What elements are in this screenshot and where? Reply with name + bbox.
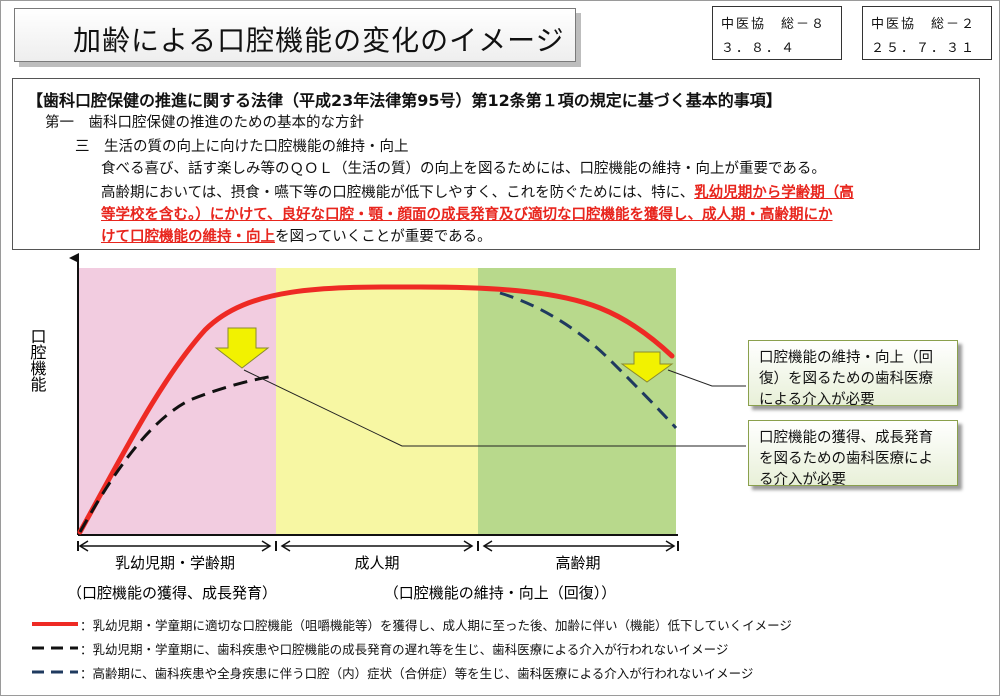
decline-arrow-elderly	[620, 351, 674, 383]
sub-label-acquisition: （口腔機能の獲得、成長発育）	[67, 584, 277, 602]
document-code-1-line2: ３．８．４	[721, 41, 797, 56]
law-paragraph-2-line-3: けて口腔機能の維持・向上を図っていくことが重要である。	[101, 225, 492, 246]
note-maintenance-intervention: 口腔機能の維持・向上（回復）を図るための歯科医療による介入が必要	[748, 340, 958, 408]
zone-elderly	[478, 268, 676, 535]
curve-childhood-no-intervention	[78, 374, 275, 533]
period-label-elderly: 高齢期	[555, 554, 600, 572]
law-item-1: 第一 歯科口腔保健の推進のための基本的な方針	[45, 115, 364, 131]
law-item-2: 三 生活の質の向上に向けた口腔機能の維持・向上	[75, 139, 409, 155]
title-box: 加齢による口腔機能の変化のイメージ	[14, 8, 576, 62]
page-title: 加齢による口腔機能の変化のイメージ	[73, 24, 565, 57]
document-code-1-line1: 中医協 総－８	[721, 17, 827, 32]
period-label-adulthood: 成人期	[354, 554, 399, 572]
legend-item-black: ：乳幼児期・学童期に、歯科疾患や口腔機能の成長発育の遅れ等を生じ、歯科医療による…	[80, 642, 729, 657]
decline-arrow-childhood	[214, 327, 270, 369]
legend-item-navy: ：高齢期に、歯科疾患や全身疾患に伴う口腔（内）症状（合併症）等を生じ、歯科医療に…	[80, 666, 754, 681]
period-label-childhood: 乳幼児期・学齢期	[115, 554, 235, 572]
law-highlight-2: 等学校を含む。）にかけて、良好な口腔・顎・顔面の成長発育及び適切な口腔機能を獲得…	[101, 207, 833, 223]
curve-elderly-no-intervention	[499, 291, 678, 430]
law-paragraph-2-tail: を図っていくことが重要である。	[275, 229, 492, 245]
zone-childhood	[78, 268, 276, 535]
law-paragraph-2-line-1: 高齢期においては、摂食・嚥下等の口腔機能が低下しやすく、これを防ぐためには、特に…	[101, 181, 854, 202]
note-acquisition-intervention: 口腔機能の獲得、成長発育を図るための歯科医療による介入が必要	[748, 420, 958, 488]
law-highlight-1: 乳幼児期から学齢期（高	[694, 185, 854, 201]
period-span-arrows	[78, 540, 676, 552]
document-code-2-line1: 中医協 総－２	[871, 17, 977, 32]
sub-label-maintenance: （口腔機能の維持・向上（回復））	[384, 584, 617, 602]
zone-adulthood	[276, 268, 478, 535]
law-paragraph-2-line-2: 等学校を含む。）にかけて、良好な口腔・顎・顔面の成長発育及び適切な口腔機能を獲得…	[101, 203, 833, 224]
document-code-2: 中医協 総－２ ２５．７．３１	[862, 6, 992, 60]
connector-childhood-note	[243, 369, 746, 447]
connector-elderly-note	[667, 369, 746, 387]
law-heading: 【歯科口腔保健の推進に関する法律（平成23年法律第95号）第12条第１項の規定に…	[27, 91, 782, 110]
document-code-2-line2: ２５．７．３１	[871, 41, 977, 56]
document-code-1: 中医協 総－８ ３．８．４	[712, 6, 842, 60]
legend-item-red: ：乳幼児期・学童期に適切な口腔機能（咀嚼機能等）を獲得し、成人期に至った後、加齢…	[80, 618, 792, 633]
curve-normal-function	[77, 284, 675, 535]
law-excerpt-box: 【歯科口腔保健の推進に関する法律（平成23年法律第95号）第12条第１項の規定に…	[12, 78, 980, 250]
law-paragraph-1: 食べる喜び、話す楽しみ等のＱＯＬ（生活の質）の向上を図るためには、口腔機能の維持…	[101, 161, 826, 177]
law-paragraph-2-lead: 高齢期においては、摂食・嚥下等の口腔機能が低下しやすく、これを防ぐためには、特に…	[101, 185, 695, 201]
law-highlight-3: けて口腔機能の維持・向上	[101, 229, 275, 245]
y-axis-label: 口腔機能	[28, 328, 47, 393]
